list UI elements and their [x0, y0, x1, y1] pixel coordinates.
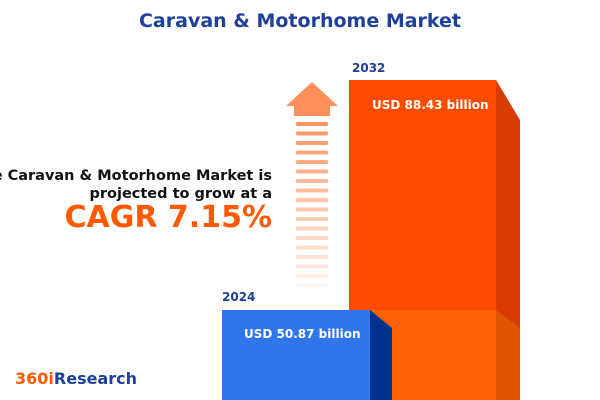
arrow-stripe	[296, 198, 328, 202]
chart-title: Caravan & Motorhome Market	[138, 10, 462, 32]
year-label-2024: 2024	[222, 290, 256, 304]
arrow-stripe	[296, 283, 328, 288]
arrow-stripe	[296, 179, 328, 183]
arrow-stripe	[296, 207, 328, 212]
bar-2032-lower-side	[496, 310, 520, 400]
year-label-2032: 2032	[352, 61, 386, 75]
description-line-1: The Caravan & Motorhome Market is	[0, 168, 272, 184]
arrow-stripe	[296, 141, 328, 145]
value-label-2024: USD 50.87 billion	[244, 327, 361, 341]
bar-2024-side	[370, 310, 392, 400]
arrow-stripe	[296, 236, 328, 240]
value-label-2032: USD 88.43 billion	[372, 98, 489, 112]
brand-logo: 360iResearch	[15, 369, 137, 388]
arrow-stripe	[296, 274, 328, 278]
arrow-stripe	[296, 264, 328, 269]
arrow-stripe	[296, 160, 328, 164]
arrow-stripe	[296, 131, 328, 136]
cagr-value: CAGR 7.15%	[64, 200, 272, 235]
growth-arrow-icon	[286, 82, 338, 288]
arrow-stripe	[296, 188, 328, 193]
arrow-stripe	[296, 245, 328, 250]
description-line-2: projected to grow at a	[89, 186, 272, 202]
arrow-stripe	[296, 226, 328, 231]
arrow-stripe	[296, 150, 328, 155]
arrow-stripe	[296, 217, 328, 221]
arrow-stripe	[296, 122, 328, 126]
arrow-stripe	[296, 169, 328, 174]
arrow-stripe	[296, 255, 328, 259]
bar-2024	[222, 310, 370, 400]
